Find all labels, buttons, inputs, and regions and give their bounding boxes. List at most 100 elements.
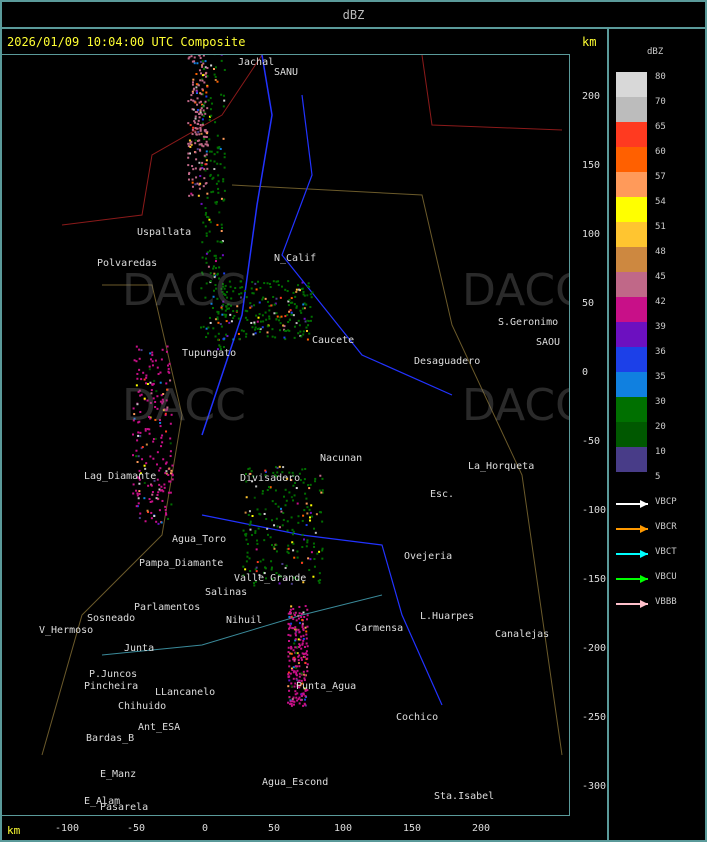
radar-echo: [194, 183, 197, 186]
radar-echo: [159, 421, 162, 424]
legend-value: 51: [655, 222, 666, 232]
y-tick-label: 200: [582, 91, 601, 102]
radar-echo: [196, 122, 199, 125]
river: [101, 594, 383, 656]
radar-echo: [302, 514, 305, 517]
radar-echo: [302, 628, 305, 631]
radar-echo: [202, 185, 205, 188]
radar-echo: [161, 499, 164, 502]
radar-echo: [266, 489, 269, 492]
radar-echo: [204, 143, 207, 146]
radar-echo: [205, 159, 208, 162]
radar-echo: [293, 658, 296, 661]
radar-echo: [301, 281, 304, 284]
radar-echo: [254, 568, 257, 571]
radar-echo: [195, 72, 198, 75]
radar-echo: [288, 623, 291, 626]
radar-echo: [278, 465, 281, 468]
radar-echo: [241, 286, 244, 289]
radar-echo: [212, 267, 215, 270]
radar-echo: [193, 121, 196, 124]
radar-echo: [256, 327, 259, 330]
radar-echo: [258, 301, 261, 304]
radar-echo: [205, 261, 208, 264]
radar-echo: [222, 199, 225, 202]
radar-echo: [201, 60, 204, 63]
radar-echo: [149, 358, 152, 361]
place-label: La_Horqueta: [468, 461, 535, 472]
radar-echo: [223, 272, 226, 275]
radar-echo: [168, 480, 171, 483]
radar-echo: [214, 201, 217, 204]
radar-echo: [291, 528, 294, 531]
radar-echo: [305, 652, 308, 655]
radar-echo: [293, 685, 296, 688]
radar-echo: [306, 618, 309, 621]
radar-echo: [251, 480, 254, 483]
radar-echo: [169, 442, 172, 445]
map-title: 2026/01/09 10:04:00 UTC Composite: [7, 35, 246, 49]
radar-echo: [165, 350, 168, 353]
radar-echo: [220, 93, 223, 96]
radar-echo: [187, 122, 190, 125]
radar-echo: [212, 295, 215, 298]
radar-echo: [298, 665, 301, 668]
radar-echo: [271, 544, 274, 547]
radar-echo: [152, 457, 155, 460]
radar-echo: [289, 611, 292, 614]
radar-echo: [318, 489, 321, 492]
radar-echo: [248, 524, 251, 527]
place-label: Lag_Diamante: [84, 471, 157, 482]
radar-echo: [280, 285, 283, 288]
radar-echo: [157, 522, 160, 525]
radar-echo: [198, 148, 201, 151]
watermark: DACC: [462, 380, 569, 431]
radar-echo: [299, 684, 302, 687]
radar-echo: [148, 415, 151, 418]
radar-echo: [249, 522, 252, 525]
radar-echo: [203, 102, 206, 105]
radar-echo: [318, 550, 321, 553]
radar-echo: [216, 348, 219, 351]
radar-echo: [222, 292, 225, 295]
radar-echo: [294, 682, 297, 685]
place-label: Canalejas: [495, 629, 550, 640]
radar-echo: [262, 320, 265, 323]
radar-echo: [271, 335, 274, 338]
radar-echo: [205, 336, 208, 339]
radar-echo: [302, 634, 305, 637]
radar-echo: [226, 291, 229, 294]
radar-echo: [225, 333, 228, 336]
legend-swatch: [616, 72, 647, 97]
legend-value: 54: [655, 197, 666, 207]
radar-echo: [302, 704, 305, 707]
radar-echo: [313, 545, 316, 548]
radar-echo: [306, 539, 309, 542]
radar-echo: [266, 282, 269, 285]
radar-echo: [309, 306, 312, 309]
radar-echo: [250, 534, 253, 537]
radar-echo: [263, 539, 266, 542]
radar-echo: [159, 419, 162, 422]
radar-echo: [306, 506, 309, 509]
place-label: Pasarela: [100, 802, 149, 813]
radar-echo: [274, 336, 277, 339]
radar-echo: [225, 313, 228, 316]
radar-echo: [169, 422, 172, 425]
radar-echo: [151, 364, 154, 367]
radar-echo: [187, 152, 190, 155]
radar-echo: [209, 321, 212, 324]
radar-echo: [256, 542, 259, 545]
radar-echo: [196, 127, 199, 130]
radar-echo: [150, 483, 153, 486]
radar-echo: [206, 107, 209, 110]
radar-echo: [227, 303, 230, 306]
legend-swatch: [616, 297, 647, 322]
radar-echo: [158, 483, 161, 486]
radar-echo: [304, 703, 307, 706]
radar-echo: [290, 496, 293, 499]
radar-echo: [308, 508, 311, 511]
place-label: Nihuil: [226, 615, 263, 626]
radar-echo: [194, 131, 197, 134]
